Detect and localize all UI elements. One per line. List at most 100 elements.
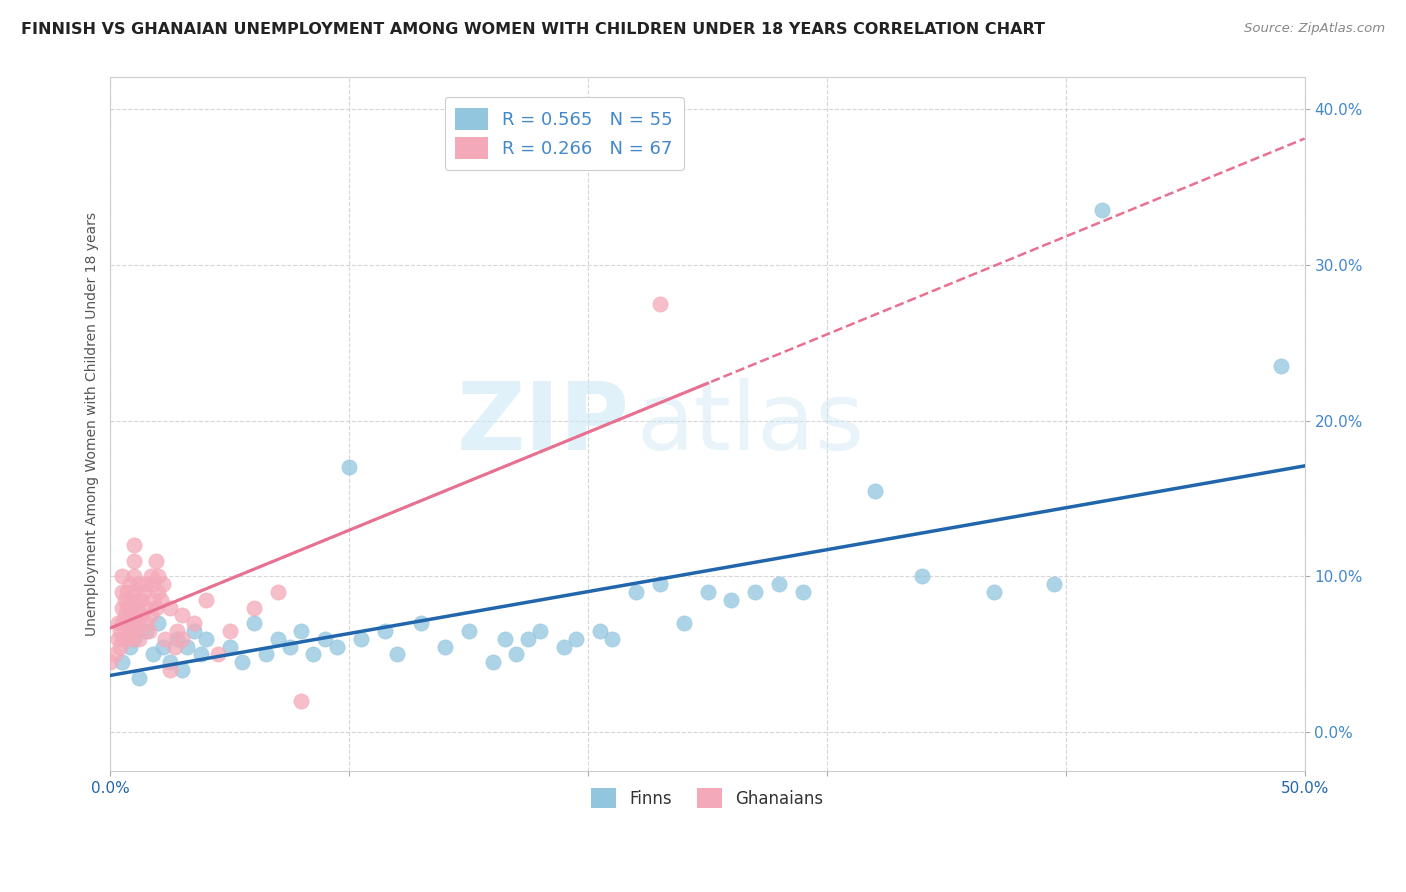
Ghanaians [135,577,157,591]
Ghanaians [648,296,671,310]
Ghanaians [138,624,160,638]
Finns [1270,359,1292,373]
Ghanaians [131,592,153,607]
Ghanaians [111,569,134,583]
Ghanaians [149,592,172,607]
Finns [768,577,790,591]
Finns [350,632,373,646]
Ghanaians [124,538,146,552]
Ghanaians [125,600,148,615]
Ghanaians [145,554,167,568]
Ghanaians [124,608,146,623]
Finns [517,632,540,646]
Finns [457,624,479,638]
Finns [624,585,647,599]
Finns [409,616,432,631]
Ghanaians [194,592,217,607]
Ghanaians [111,632,134,646]
Ghanaians [183,616,205,631]
Finns [337,460,360,475]
Finns [696,585,718,599]
Finns [600,632,623,646]
Ghanaians [163,640,186,654]
Finns [194,632,217,646]
Finns [1091,202,1114,217]
Ghanaians [114,592,136,607]
Ghanaians [207,648,229,662]
Finns [111,655,134,669]
Finns [278,640,301,654]
Legend: Finns, Ghanaians: Finns, Ghanaians [585,781,831,815]
Finns [565,632,588,646]
Finns [302,648,325,662]
Ghanaians [139,608,162,623]
Ghanaians [111,616,134,631]
Ghanaians [148,569,170,583]
Finns [374,624,396,638]
Ghanaians [108,640,131,654]
Finns [505,648,527,662]
Ghanaians [121,616,143,631]
Ghanaians [108,624,131,638]
Ghanaians [148,585,170,599]
Ghanaians [152,577,174,591]
Ghanaians [145,600,167,615]
Finns [159,655,181,669]
Text: atlas: atlas [636,378,865,470]
Ghanaians [142,577,165,591]
Ghanaians [111,585,134,599]
Finns [481,655,503,669]
Finns [128,671,150,685]
Ghanaians [290,694,312,708]
Ghanaians [114,608,136,623]
Ghanaians [242,600,264,615]
Ghanaians [159,600,181,615]
Ghanaians [124,624,146,638]
Ghanaians [170,632,193,646]
Ghanaians [131,608,153,623]
Finns [183,624,205,638]
Ghanaians [135,616,157,631]
Ghanaians [118,577,141,591]
Ghanaians [118,592,141,607]
Text: Source: ZipAtlas.com: Source: ZipAtlas.com [1244,22,1385,36]
Ghanaians [100,655,122,669]
Finns [744,585,766,599]
Ghanaians [139,569,162,583]
Finns [135,624,157,638]
Ghanaians [159,663,181,677]
Finns [242,616,264,631]
Ghanaians [118,624,141,638]
Finns [148,616,170,631]
Finns [124,632,146,646]
Ghanaians [124,569,146,583]
Ghanaians [111,600,134,615]
Finns [231,655,253,669]
Finns [911,569,934,583]
Finns [433,640,456,654]
Finns [529,624,551,638]
Finns [983,585,1005,599]
Ghanaians [125,616,148,631]
Text: FINNISH VS GHANAIAN UNEMPLOYMENT AMONG WOMEN WITH CHILDREN UNDER 18 YEARS CORREL: FINNISH VS GHANAIAN UNEMPLOYMENT AMONG W… [21,22,1045,37]
Finns [326,640,349,654]
Ghanaians [124,585,146,599]
Finns [648,577,671,591]
Ghanaians [121,600,143,615]
Finns [792,585,814,599]
Ghanaians [104,648,127,662]
Ghanaians [107,632,129,646]
Finns [218,640,240,654]
Finns [152,640,174,654]
Ghanaians [155,632,177,646]
Ghanaians [128,632,150,646]
Ghanaians [132,585,155,599]
Finns [290,624,312,638]
Ghanaians [170,608,193,623]
Finns [314,632,336,646]
Finns [1043,577,1066,591]
Ghanaians [128,592,150,607]
Finns [118,640,141,654]
Finns [170,663,193,677]
Ghanaians [107,616,129,631]
